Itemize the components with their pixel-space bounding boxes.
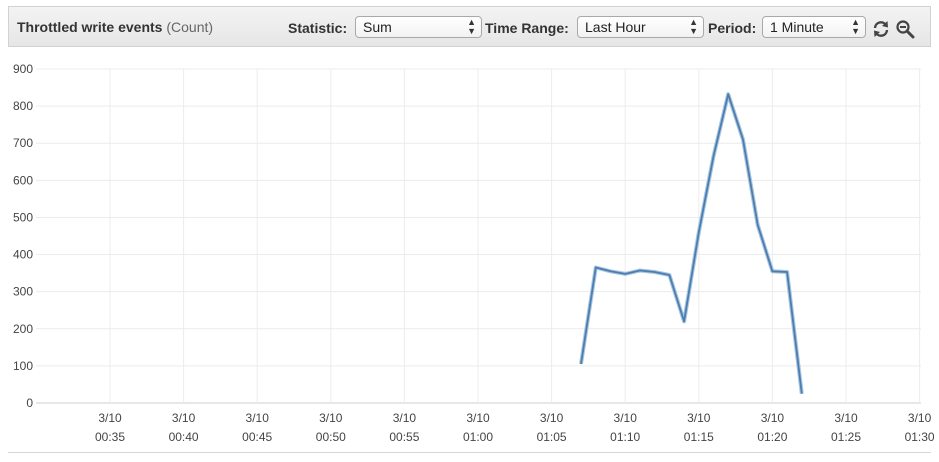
x-tick-date: 3/10 bbox=[908, 411, 932, 425]
series-line-halo bbox=[579, 92, 804, 394]
chart-grid bbox=[36, 68, 921, 404]
y-tick-label: 900 bbox=[13, 62, 33, 76]
period-label: Period: bbox=[708, 20, 757, 36]
y-tick-label: 800 bbox=[13, 99, 33, 113]
x-tick-time: 00:50 bbox=[316, 430, 346, 444]
y-tick-label: 0 bbox=[26, 396, 33, 410]
x-axis: 3/10 00:35 3/10 00:40 3/10 00:45 3/10 00:50 3/10… bbox=[95, 411, 935, 444]
statistic-select[interactable]: Sum ▲ ▼ bbox=[355, 16, 482, 38]
x-tick-time: 01:30 bbox=[905, 430, 935, 444]
x-tick-date: 3/10 bbox=[540, 411, 564, 425]
x-tick-date: 3/10 bbox=[761, 411, 785, 425]
y-tick-label: 400 bbox=[13, 248, 33, 262]
x-tick-time: 00:40 bbox=[169, 430, 199, 444]
time-range-label: Time Range: bbox=[485, 20, 569, 36]
select-arrows-icon: ▲ ▼ bbox=[851, 17, 860, 36]
select-arrows-icon: ▲ ▼ bbox=[689, 17, 698, 36]
series-line bbox=[580, 93, 803, 394]
x-tick-date: 3/10 bbox=[393, 411, 417, 425]
zoom-out-icon[interactable] bbox=[895, 19, 915, 39]
metric-name: Throttled write events bbox=[17, 19, 163, 35]
y-tick-label: 600 bbox=[13, 173, 33, 187]
chart-toolbar: Throttled write events (Count) Statistic… bbox=[8, 6, 931, 47]
statistic-label: Statistic: bbox=[288, 20, 348, 36]
x-tick-time: 00:45 bbox=[242, 430, 272, 444]
x-tick-date: 3/10 bbox=[98, 411, 122, 425]
y-tick-label: 200 bbox=[13, 322, 33, 336]
x-tick-time: 01:05 bbox=[537, 430, 567, 444]
chart-title: Throttled write events (Count) bbox=[17, 19, 213, 35]
time-range-select[interactable]: Last Hour ▲ ▼ bbox=[577, 16, 704, 38]
statistic-value: Sum bbox=[363, 19, 392, 35]
y-axis: 0 100 200 300 400 500 600 700 800 900 bbox=[13, 62, 33, 410]
metric-unit: (Count) bbox=[166, 19, 214, 35]
period-select[interactable]: 1 Minute ▲ ▼ bbox=[762, 16, 866, 38]
x-tick-time: 01:15 bbox=[684, 430, 714, 444]
x-tick-time: 00:55 bbox=[389, 430, 419, 444]
x-tick-date: 3/10 bbox=[172, 411, 196, 425]
x-tick-date: 3/10 bbox=[466, 411, 490, 425]
x-tick-time: 01:20 bbox=[757, 430, 787, 444]
period-value: 1 Minute bbox=[770, 19, 824, 35]
x-tick-time: 01:25 bbox=[831, 430, 861, 444]
x-tick-time: 01:10 bbox=[610, 430, 640, 444]
y-tick-label: 300 bbox=[13, 285, 33, 299]
x-tick-time: 01:00 bbox=[463, 430, 493, 444]
x-tick-date: 3/10 bbox=[614, 411, 638, 425]
time-range-value: Last Hour bbox=[585, 19, 646, 35]
x-tick-date: 3/10 bbox=[834, 411, 858, 425]
x-tick-time: 00:35 bbox=[95, 430, 125, 444]
select-arrows-icon: ▲ ▼ bbox=[467, 17, 476, 36]
refresh-icon[interactable] bbox=[871, 19, 891, 39]
y-tick-label: 700 bbox=[13, 136, 33, 150]
x-tick-date: 3/10 bbox=[319, 411, 343, 425]
y-tick-label: 100 bbox=[13, 359, 33, 373]
x-tick-date: 3/10 bbox=[246, 411, 270, 425]
divider bbox=[8, 452, 931, 453]
chart-series bbox=[579, 92, 804, 394]
y-tick-label: 500 bbox=[13, 210, 33, 224]
x-tick-date: 3/10 bbox=[687, 411, 711, 425]
